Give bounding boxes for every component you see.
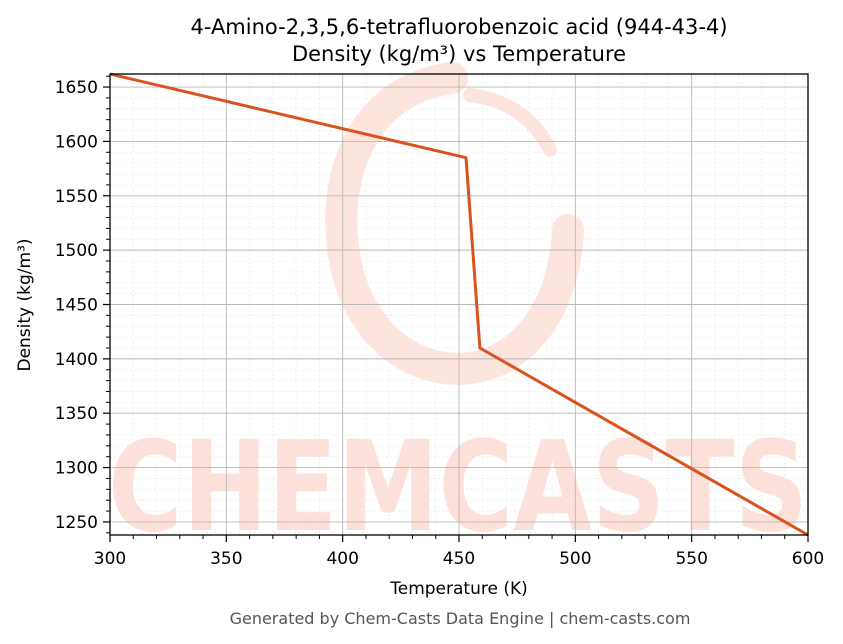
y-axis-label: Density (kg/m³)	[15, 238, 35, 371]
y-tick-label: 1650	[55, 78, 98, 98]
x-tick-label: 550	[675, 549, 707, 569]
footer-credit: Generated by Chem-Casts Data Engine | ch…	[230, 609, 691, 628]
y-tick-label: 1350	[55, 404, 98, 424]
y-tick-label: 1300	[55, 459, 98, 479]
series-line	[109, 72, 809, 537]
y-tick-label: 1550	[55, 187, 98, 207]
x-tick-labels: 300 350 400 450 500 550 600	[94, 549, 824, 569]
x-tick-label: 500	[559, 549, 591, 569]
y-tick-label: 1450	[55, 296, 98, 316]
x-tick-label: 600	[792, 549, 824, 569]
watermark-text: CHEMCASTS	[108, 415, 808, 560]
y-tick-label: 1600	[55, 132, 98, 152]
y-tick-label: 1500	[55, 241, 98, 261]
x-axis-label: Temperature (K)	[389, 579, 528, 599]
x-tick-label: 300	[94, 549, 126, 569]
watermark-logo-swirl	[325, 62, 584, 385]
y-tick-labels: 1250 1300 1350 1400 1450 1500 1550 1600 1650	[55, 78, 98, 533]
chart-subtitle: Density (kg/m³) vs Temperature	[292, 42, 626, 66]
chemcasts-watermark: CHEMCASTS	[108, 62, 808, 560]
grid-lines	[109, 74, 809, 535]
x-tick-label: 400	[326, 549, 358, 569]
x-tick-label: 450	[443, 549, 475, 569]
chart-title: 4-Amino-2,3,5,6-tetrafluorobenzoic acid …	[190, 15, 727, 39]
y-tick-label: 1250	[55, 513, 98, 533]
axis-ticks	[103, 75, 809, 542]
y-tick-label: 1400	[55, 350, 98, 370]
x-tick-label: 350	[210, 549, 242, 569]
